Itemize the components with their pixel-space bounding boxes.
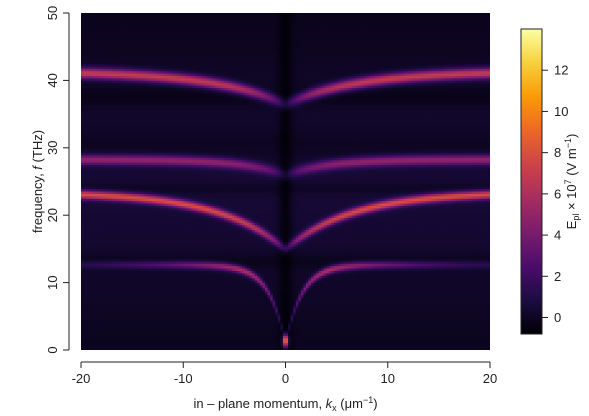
x-tick-4: 20 [483,362,497,386]
x-axis-title: in – plane momentum, kx (μm−1) [193,395,377,413]
colorbar-tick-label: 2 [554,269,561,284]
colorbar-tick-label: 10 [554,104,568,119]
colorbar-tick-label: 4 [554,228,561,243]
y-tick-label: 50 [45,6,60,20]
colorbar-tick-label: 12 [554,63,568,78]
y-tick-3: 30 [45,141,69,155]
x-tick-label: 0 [282,371,289,386]
colorbar: 0 2 4 6 8 10 12 Epl × 107 (V m−1) [520,28,581,335]
colorbar-gradient [521,29,542,334]
x-tick-3: 10 [381,362,395,386]
colorbar-tick-2: 4 [542,228,561,243]
x-axis: -20 -10 0 10 20 [72,361,497,386]
colorbar-tick-label: 6 [554,186,561,201]
colorbar-tick-0: 0 [542,310,561,325]
x-tick-2: 0 [282,362,289,386]
colorbar-tick-3: 6 [542,186,561,201]
colorbar-frame [520,28,543,335]
y-tick-label: 10 [45,275,60,289]
x-tick-label: -20 [72,371,91,386]
colorbar-tick-label: 0 [554,310,561,325]
y-tick-label: 20 [45,208,60,222]
y-tick-2: 20 [45,208,69,222]
colorbar-tick-label: 8 [554,145,561,160]
x-tick-1: -10 [174,362,193,386]
x-tick-label: 20 [483,371,497,386]
y-tick-5: 50 [45,6,69,20]
y-tick-label: 0 [45,346,60,353]
y-tick-4: 40 [45,73,69,88]
x-tick-label: 10 [381,371,395,386]
plot-area [81,13,490,350]
heatmap-layer [81,13,490,350]
y-tick-label: 30 [45,141,60,155]
y-tick-0: 0 [45,346,69,354]
colorbar-title: Epl × 107 (V m−1) [563,134,581,230]
y-tick-1: 10 [45,275,69,290]
colorbar-tick-4: 8 [542,145,561,160]
y-axis: 0 10 20 30 40 50 [45,6,70,354]
colorbar-ticks: 0 2 4 6 8 10 12 [542,63,568,325]
x-tick-label: -10 [174,371,193,386]
y-axis-title: frequency, f (THz) [30,130,45,233]
y-tick-label: 40 [45,73,60,87]
x-tick-0: -20 [72,362,91,386]
colorbar-tick-1: 2 [542,269,561,284]
colorbar-tick-6: 12 [542,63,568,78]
colorbar-tick-5: 10 [542,104,568,119]
